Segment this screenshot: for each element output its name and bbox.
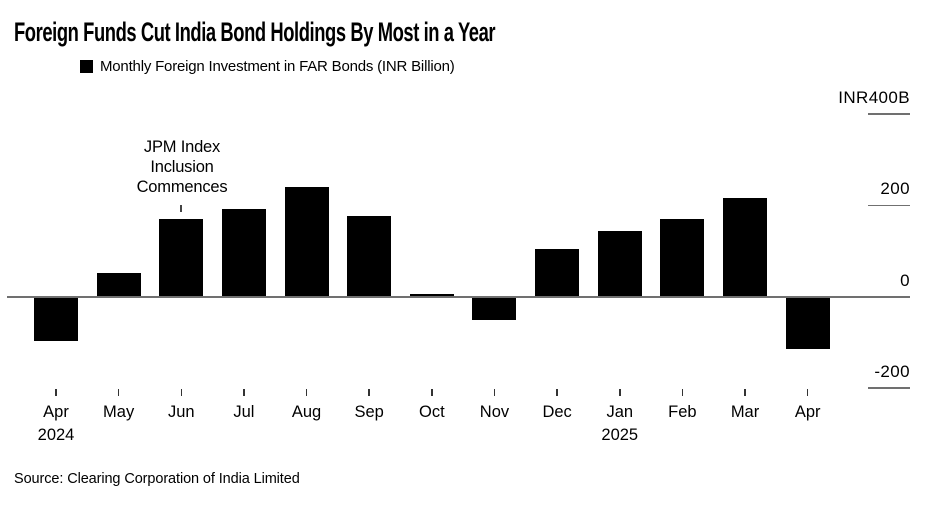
x-tick-dec <box>556 389 558 396</box>
bar-jun-2024 <box>159 218 204 297</box>
source-credit: Source: Clearing Corporation of India Li… <box>14 471 300 487</box>
bar-jan-2025 <box>597 230 642 297</box>
x-tick-nov <box>493 389 496 396</box>
x-tick-apr <box>806 389 809 396</box>
y-axis-label-0: 0 <box>900 270 910 290</box>
bar-nov-2024 <box>472 297 517 321</box>
y-tick-200 <box>868 204 910 206</box>
bar-mar-2025 <box>723 197 768 297</box>
y-axis-label--200: -200 <box>874 361 910 381</box>
x-axis-label-jan: Jan <box>606 403 634 421</box>
x-tick-sep <box>368 389 370 396</box>
x-tick-jan-2025 <box>619 389 621 396</box>
bar-apr-2024 <box>34 297 78 341</box>
x-axis-label-feb: Feb <box>668 403 697 421</box>
legend: Monthly Foreign Investment in FAR Bonds … <box>80 58 455 75</box>
x-axis-label-jun: Jun <box>167 403 195 421</box>
bar-sep-2024 <box>347 215 392 297</box>
y-axis-label-200: 200 <box>880 179 910 199</box>
legend-label: Monthly Foreign Investment in FAR Bonds … <box>100 58 455 75</box>
x-axis-label-oct: Oct <box>418 403 445 421</box>
zero-axis-line <box>7 296 910 298</box>
bar-apr-2025 <box>785 297 830 350</box>
chart-title: Foreign Funds Cut India Bond Holdings By… <box>14 17 496 47</box>
x-tick-mar <box>744 389 746 396</box>
x-axis-year-2024: 2024 <box>37 426 75 444</box>
x-tick-jul <box>243 389 245 396</box>
x-axis-year-2025: 2025 <box>601 426 639 444</box>
bar-feb-2025 <box>660 218 705 297</box>
bar-may-2024 <box>96 273 141 297</box>
bar-dec-2024 <box>535 249 580 297</box>
bar-oct-2024 <box>409 294 454 297</box>
x-tick-apr-2024 <box>55 389 57 396</box>
x-tick-aug <box>305 389 308 396</box>
x-tick-oct <box>431 389 433 396</box>
x-axis-label-apr: Apr <box>794 403 821 421</box>
x-tick-feb <box>681 389 684 396</box>
y-axis-label-400: INR400B <box>838 88 910 107</box>
y-tick-400 <box>868 113 910 115</box>
annotation-jpm-index-inclusion: JPM Index Inclusion Commences <box>136 138 228 196</box>
x-axis-label-apr: Apr <box>43 403 69 421</box>
x-axis-label-dec: Dec <box>542 403 572 421</box>
x-tick-may <box>117 389 120 396</box>
x-axis-label-nov: Nov <box>479 403 510 421</box>
bar-aug-2024 <box>284 187 329 297</box>
x-axis-label-may: May <box>103 403 135 421</box>
x-axis-label-aug: Aug <box>291 403 322 421</box>
x-axis-label-jul: Jul <box>233 403 255 421</box>
y-tick--200 <box>868 387 910 389</box>
x-tick-jun <box>180 389 183 396</box>
annotation-leader-tick <box>180 205 182 212</box>
bar-jul-2024 <box>221 209 266 297</box>
x-axis-label-mar: Mar <box>730 403 760 421</box>
legend-swatch-icon <box>80 60 93 73</box>
x-axis-label-sep: Sep <box>354 403 384 421</box>
